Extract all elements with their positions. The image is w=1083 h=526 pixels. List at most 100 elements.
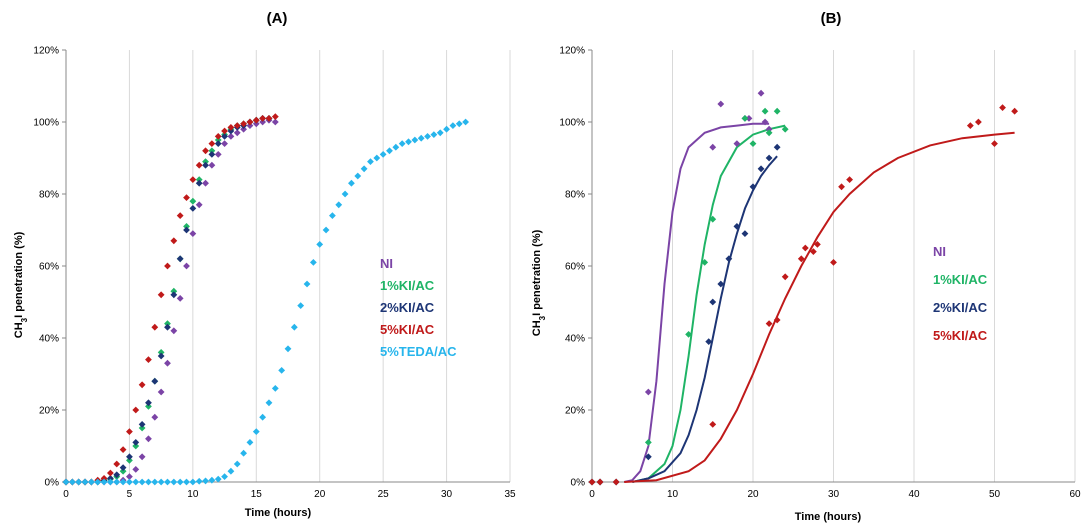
legend-entry: 1%KI/AC bbox=[933, 272, 988, 287]
x-tick-label: 30 bbox=[441, 489, 453, 500]
fit-curve bbox=[623, 122, 770, 483]
data-point bbox=[329, 212, 336, 219]
data-point bbox=[709, 215, 717, 223]
data-point bbox=[176, 212, 184, 219]
x-tick-label: 30 bbox=[828, 489, 840, 500]
data-point bbox=[596, 478, 604, 486]
data-point bbox=[424, 133, 431, 140]
legend-entry: 5%KI/AC bbox=[380, 322, 435, 337]
data-point bbox=[214, 151, 222, 158]
data-point bbox=[183, 478, 190, 486]
data-point bbox=[741, 115, 749, 122]
y-tick-label: 80% bbox=[565, 190, 585, 201]
data-point bbox=[151, 413, 159, 421]
data-point bbox=[341, 190, 349, 198]
data-point bbox=[303, 280, 311, 288]
x-axis-label: Time (hours) bbox=[795, 511, 862, 523]
data-point bbox=[240, 120, 247, 128]
y-axis-label: CH3I penetration (%) bbox=[531, 229, 547, 336]
data-point bbox=[170, 327, 178, 335]
data-point bbox=[392, 143, 400, 151]
data-point bbox=[183, 194, 190, 201]
y-axis-label: CH3I penetration (%) bbox=[13, 231, 29, 338]
data-point bbox=[126, 473, 133, 480]
data-point bbox=[145, 356, 152, 363]
data-point bbox=[765, 154, 773, 162]
data-point bbox=[208, 476, 216, 484]
data-point bbox=[838, 183, 845, 191]
data-point bbox=[164, 359, 171, 367]
data-point bbox=[208, 147, 216, 155]
x-tick-label: 15 bbox=[251, 489, 263, 500]
data-point bbox=[119, 478, 127, 486]
data-point bbox=[246, 439, 254, 446]
data-point bbox=[701, 259, 709, 266]
data-point bbox=[189, 230, 197, 237]
data-point bbox=[709, 421, 717, 428]
data-point bbox=[107, 475, 114, 482]
data-point bbox=[145, 478, 152, 486]
data-point bbox=[814, 241, 821, 248]
y-tick-label: 120% bbox=[33, 46, 59, 57]
legend-entry: 5%TEDA/AC bbox=[380, 344, 457, 359]
data-point bbox=[68, 478, 76, 486]
grid bbox=[672, 50, 1076, 482]
y-tick-label: 60% bbox=[39, 262, 59, 273]
data-point bbox=[436, 129, 444, 137]
data-point bbox=[183, 226, 190, 234]
data-point bbox=[733, 223, 741, 230]
data-point bbox=[717, 280, 725, 288]
x-tick-label: 20 bbox=[747, 489, 759, 500]
x-tick-label: 60 bbox=[1069, 489, 1081, 500]
data-point bbox=[271, 118, 279, 126]
data-point bbox=[202, 158, 209, 165]
data-point bbox=[126, 478, 133, 486]
data-point bbox=[195, 477, 203, 485]
data-point bbox=[733, 140, 741, 147]
data-point bbox=[138, 453, 146, 461]
data-point bbox=[100, 475, 108, 482]
data-point bbox=[685, 331, 692, 338]
data-point bbox=[113, 471, 121, 479]
data-point bbox=[709, 143, 717, 151]
data-point bbox=[348, 179, 355, 187]
data-point bbox=[259, 115, 267, 122]
data-point bbox=[119, 467, 127, 475]
data-point bbox=[705, 338, 713, 345]
data-point bbox=[170, 237, 178, 245]
data-point bbox=[259, 118, 267, 126]
data-point bbox=[975, 118, 982, 126]
data-point bbox=[360, 165, 368, 173]
legend-entry: NI bbox=[933, 244, 946, 259]
data-point bbox=[765, 129, 773, 137]
x-tick-label: 50 bbox=[989, 489, 1001, 500]
data-point bbox=[145, 399, 152, 407]
data-point bbox=[322, 226, 330, 234]
data-point bbox=[644, 453, 652, 461]
data-point bbox=[62, 478, 70, 486]
data-point bbox=[176, 295, 184, 302]
y-tick-label: 60% bbox=[565, 262, 585, 273]
data-point bbox=[246, 118, 254, 126]
data-point bbox=[157, 291, 165, 299]
data-point bbox=[644, 388, 652, 396]
data-point bbox=[170, 291, 178, 299]
chart-panel-a: (A) 0 5 10 15 20 25 30 35 0% 20% 40% 60% 80% 100% 120%… bbox=[13, 10, 516, 519]
data-point bbox=[227, 127, 235, 135]
data-point bbox=[94, 478, 102, 486]
data-point bbox=[765, 125, 773, 133]
data-point bbox=[749, 183, 757, 191]
y-tick-label: 20% bbox=[39, 406, 59, 417]
data-point bbox=[176, 255, 184, 263]
data-point bbox=[265, 399, 273, 407]
data-point bbox=[189, 197, 197, 205]
data-point bbox=[81, 478, 89, 486]
x-tick-label: 10 bbox=[667, 489, 679, 500]
data-point bbox=[208, 161, 216, 169]
data-point bbox=[214, 140, 222, 147]
x-tick-label: 40 bbox=[908, 489, 920, 500]
chart-title: (B) bbox=[821, 10, 842, 27]
legend-entry: 2%KI/AC bbox=[380, 300, 435, 315]
data-point bbox=[781, 273, 789, 281]
